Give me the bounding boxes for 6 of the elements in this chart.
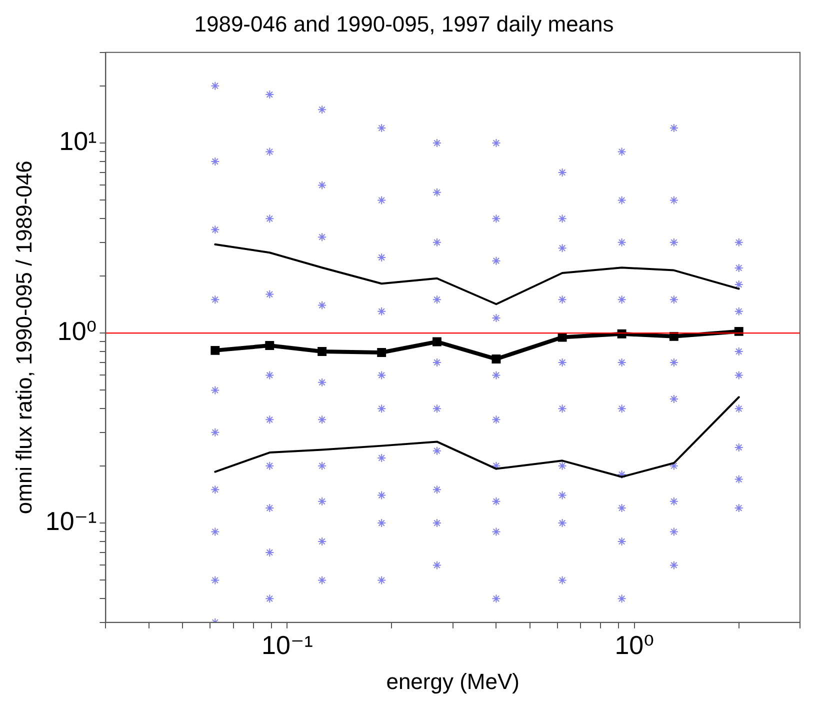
y-tick-label: 10⁻¹ xyxy=(45,506,98,536)
y-axis-title: omni flux ratio, 1990-095 / 1989-046 xyxy=(11,160,36,514)
y-tick-label: 10¹ xyxy=(59,126,98,156)
chart-title: 1989-046 and 1990-095, 1997 daily means xyxy=(194,11,614,36)
y-tick-label: 10⁰ xyxy=(57,316,97,346)
x-axis-title: energy (MeV) xyxy=(386,668,520,694)
